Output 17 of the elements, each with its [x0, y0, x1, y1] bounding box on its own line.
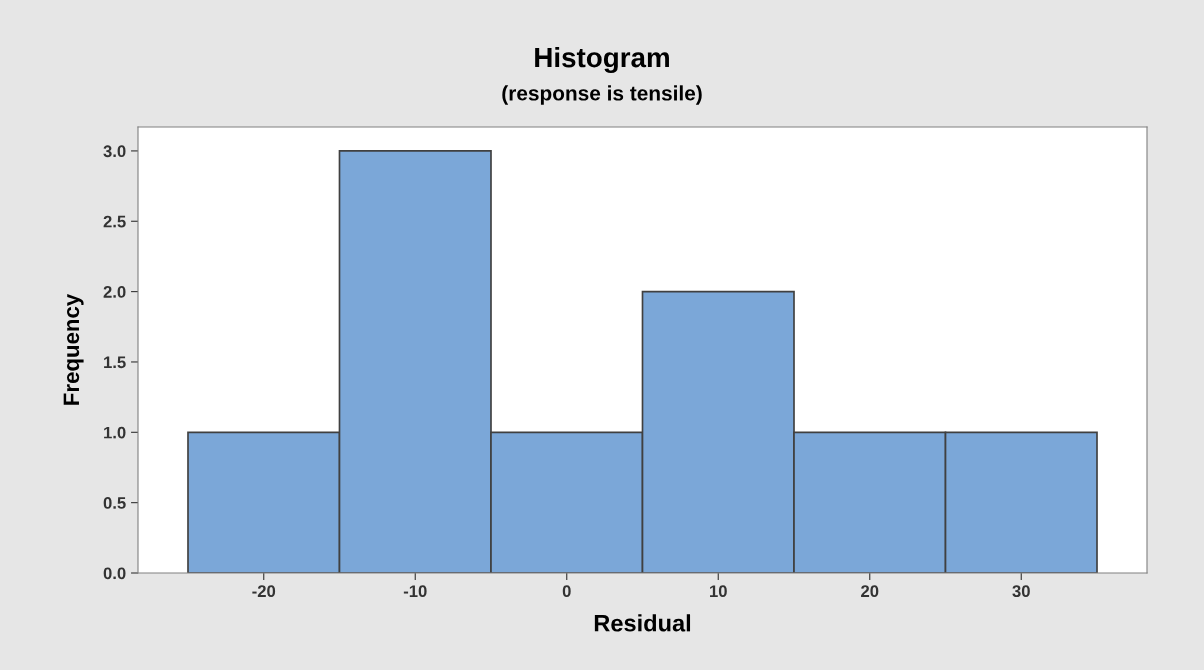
- y-axis-title: Frequency: [63, 293, 84, 405]
- y-tick-label: 2.5: [103, 215, 126, 228]
- y-tick-label: 1.0: [104, 426, 126, 439]
- x-tick-label: 10: [710, 585, 727, 598]
- x-tick-label: -20: [252, 585, 276, 598]
- y-tick-label: 1.5: [104, 356, 126, 369]
- y-tick-label: 2.0: [103, 286, 126, 298]
- x-tick-label: 30: [1012, 585, 1030, 598]
- x-tick-label: 20: [861, 585, 879, 598]
- y-tick-label: 3.0: [103, 145, 126, 158]
- y-tick-label: 0.0: [103, 567, 126, 580]
- x-axis-title: Residual: [594, 614, 691, 632]
- x-tick-label: 0: [562, 585, 571, 598]
- chart-subtitle: (response is tensile): [502, 85, 702, 105]
- x-tick-label: -10: [403, 585, 427, 598]
- y-tick-label: 0.5: [103, 497, 126, 509]
- chart-title: Histogram: [535, 46, 669, 74]
